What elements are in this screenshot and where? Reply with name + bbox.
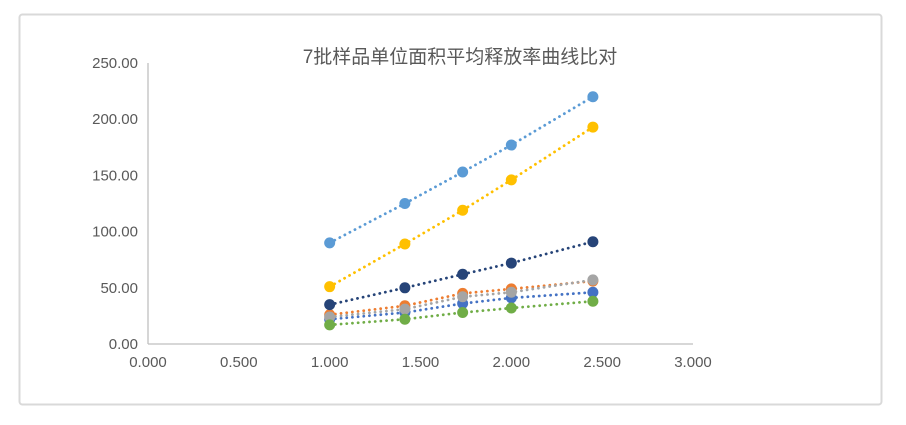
series-dark-blue-marker bbox=[587, 236, 599, 248]
series-layer bbox=[324, 91, 599, 331]
series-yellow bbox=[324, 121, 599, 293]
series-gray-marker bbox=[457, 291, 469, 303]
series-light-blue-marker bbox=[505, 139, 517, 151]
series-light-blue bbox=[324, 91, 599, 249]
series-green bbox=[324, 295, 599, 331]
series-blue-marker bbox=[587, 286, 599, 298]
series-green-marker bbox=[587, 295, 599, 307]
series-green-marker bbox=[505, 302, 517, 314]
series-gray-marker bbox=[324, 311, 336, 323]
series-yellow-marker bbox=[587, 121, 599, 133]
series-dark-blue-marker bbox=[399, 282, 411, 294]
y-axis-tick-label: 50.00 bbox=[100, 280, 138, 297]
y-axis-tick-label: 250.00 bbox=[92, 55, 138, 72]
series-blue-dotted-line bbox=[328, 290, 595, 321]
y-axis-tick-label: 150.00 bbox=[92, 167, 138, 184]
series-dark-blue-marker bbox=[505, 257, 517, 269]
series-yellow-marker bbox=[505, 174, 517, 186]
series-orange-dotted-line bbox=[328, 279, 595, 317]
x-axis-tick-label: 2.000 bbox=[493, 354, 531, 371]
y-axis-tick-label: 0.00 bbox=[109, 336, 138, 353]
series-gray-marker bbox=[505, 286, 517, 298]
series-light-blue-marker bbox=[324, 237, 336, 249]
ticks-layer: 0.00 50.00 100.00 150.00 200.00 250.00 0.000 0.… bbox=[92, 55, 712, 371]
series-dark-blue-marker bbox=[324, 299, 336, 311]
axes-layer bbox=[147, 63, 693, 345]
series-gray-marker bbox=[587, 274, 599, 286]
series-light-blue-dotted-line bbox=[328, 95, 595, 245]
series-green-dotted-line bbox=[328, 299, 595, 327]
series-yellow-marker bbox=[457, 204, 469, 216]
y-axis-tick-label: 100.00 bbox=[92, 224, 138, 241]
chart-title: 7批样品单位面积平均释放率曲线比对 bbox=[303, 46, 618, 68]
series-green-marker bbox=[457, 307, 469, 319]
x-axis-tick-label: 0.500 bbox=[220, 354, 258, 371]
series-gray-marker bbox=[399, 303, 411, 315]
series-dark-blue bbox=[324, 236, 599, 311]
series-green-marker bbox=[399, 313, 411, 325]
series-yellow-marker bbox=[399, 238, 411, 250]
x-axis-tick-label: 1.000 bbox=[311, 354, 349, 371]
y-axis-tick-label: 200.00 bbox=[92, 111, 138, 128]
x-axis-tick-label: 0.000 bbox=[129, 354, 167, 371]
series-gray-dotted-line bbox=[328, 278, 595, 319]
series-green-marker bbox=[324, 319, 336, 331]
x-axis-tick-label: 2.500 bbox=[583, 354, 621, 371]
series-light-blue-marker bbox=[399, 198, 411, 209]
chart-frame bbox=[18, 13, 883, 406]
x-axis-tick-label: 3.000 bbox=[674, 354, 712, 371]
series-light-blue-marker bbox=[587, 91, 599, 103]
x-axis-tick-label: 1.500 bbox=[402, 354, 440, 371]
series-dark-blue-marker bbox=[457, 268, 469, 280]
series-yellow-marker bbox=[324, 281, 336, 293]
series-gray bbox=[324, 274, 599, 323]
series-light-blue-marker bbox=[457, 166, 469, 178]
